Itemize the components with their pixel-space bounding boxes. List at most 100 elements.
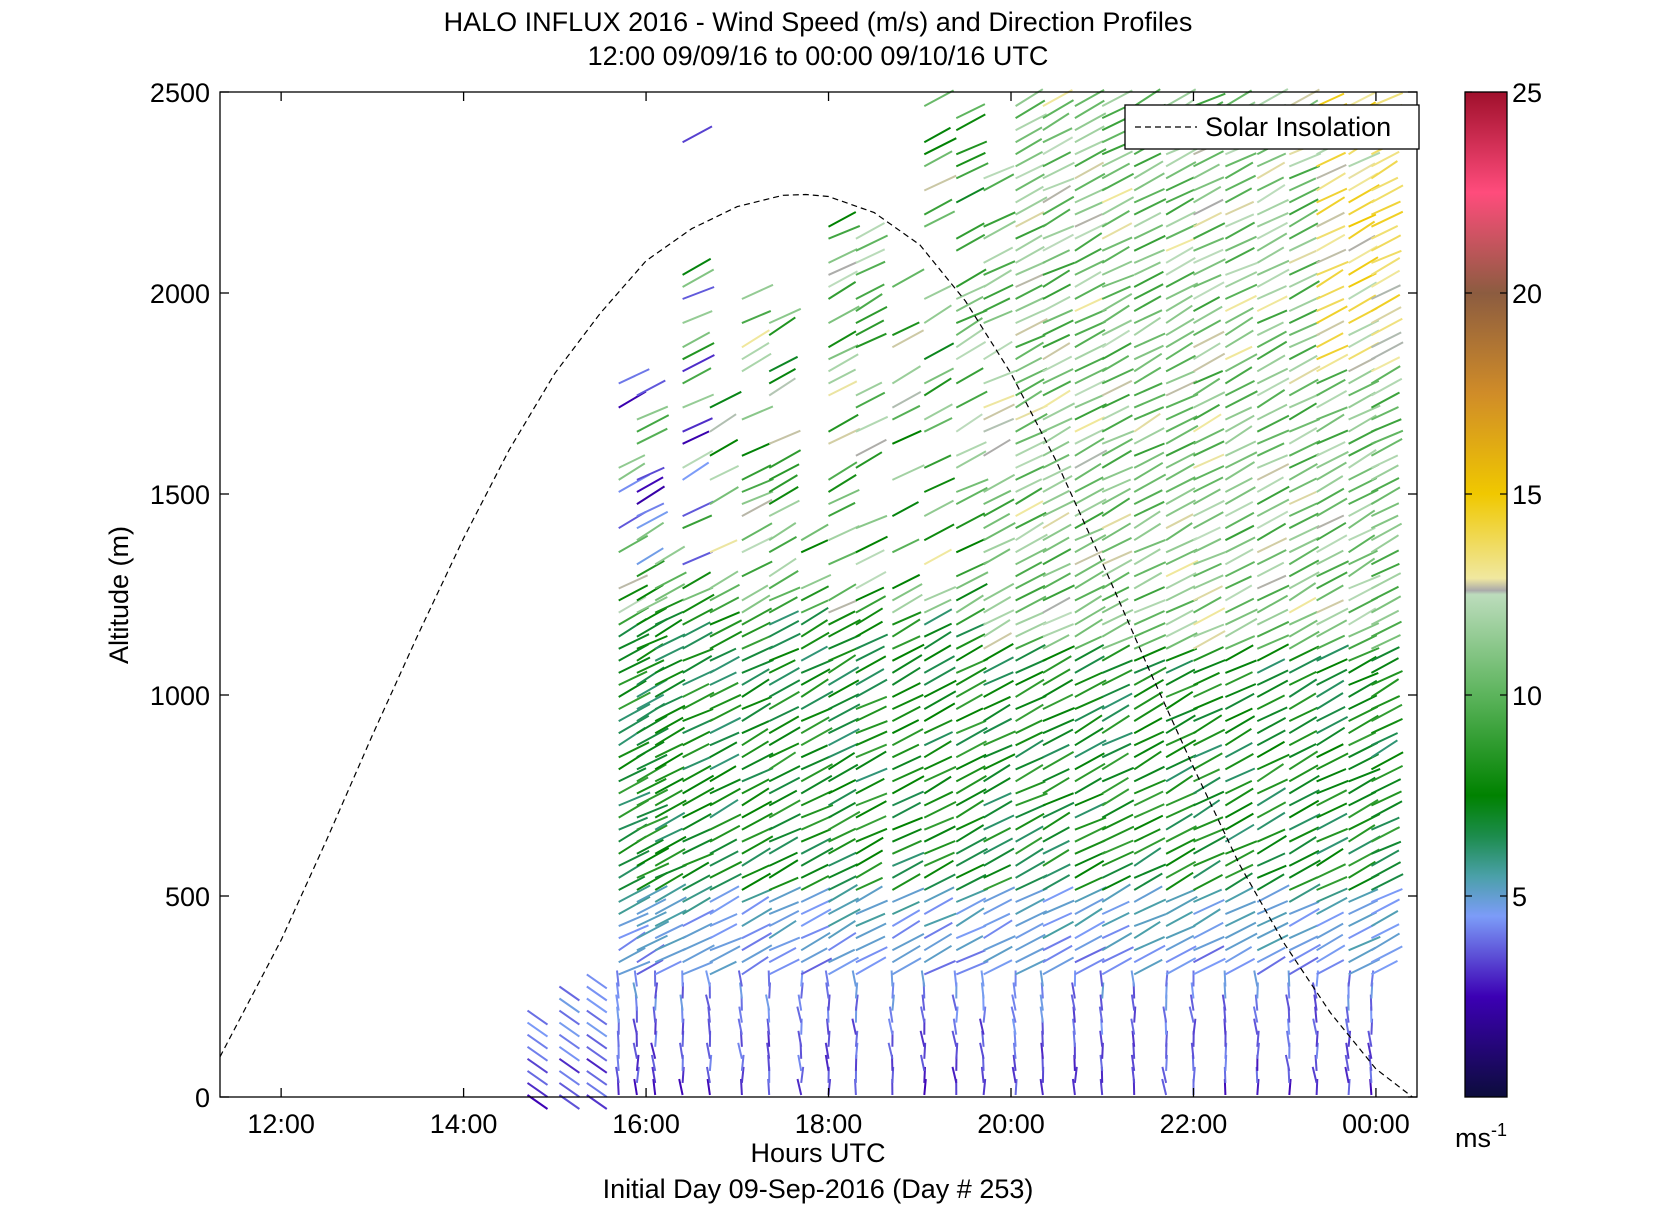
wind-barb — [1288, 559, 1320, 578]
wind-barb — [951, 1066, 958, 1084]
wind-barb — [1042, 743, 1070, 759]
wind-barb — [768, 910, 800, 927]
wind-barb — [636, 898, 667, 915]
wind-barb — [1015, 572, 1046, 590]
wind-barb — [1256, 740, 1285, 759]
wind-barb — [709, 619, 743, 638]
wind-barb — [682, 125, 713, 144]
wind-barb — [1042, 920, 1074, 940]
wind-barb — [1101, 900, 1130, 916]
wind-barb — [892, 851, 925, 867]
wind-barb — [1256, 955, 1286, 976]
wind-barb — [828, 211, 857, 228]
wind-barb — [737, 1042, 743, 1060]
wind-barb — [558, 1057, 580, 1074]
wind-barb — [827, 931, 857, 952]
wind-barb — [1288, 935, 1319, 952]
wind-barb — [1370, 739, 1398, 759]
wind-barb — [1348, 294, 1377, 312]
wind-barb — [1224, 174, 1257, 192]
wind-barb — [1101, 497, 1131, 517]
wind-barb — [1224, 946, 1253, 964]
wind-barb — [618, 454, 646, 469]
wind-barb — [1133, 234, 1166, 252]
wind-barb — [768, 859, 799, 879]
wind-barb — [923, 790, 954, 807]
wind-barb — [1015, 958, 1047, 976]
wind-barb — [709, 413, 737, 433]
wind-barb — [1165, 871, 1194, 891]
wind-barb — [1316, 802, 1348, 819]
wind-barb — [1256, 221, 1288, 240]
wind-barb — [1014, 1078, 1018, 1096]
wind-barb — [1316, 390, 1348, 409]
wind-barb — [1224, 575, 1252, 590]
wind-barb — [828, 618, 861, 638]
wind-barb — [1193, 888, 1223, 903]
wind-barb — [1288, 536, 1320, 554]
wind-barb — [891, 666, 921, 686]
wind-barb — [1370, 932, 1401, 952]
wind-barb — [1015, 126, 1043, 144]
wind-barb — [1256, 429, 1290, 445]
wind-barb — [1165, 668, 1196, 686]
wind-barb — [1015, 584, 1046, 602]
wind-barb — [983, 369, 1016, 385]
wind-barb — [1074, 511, 1104, 530]
wind-barb — [768, 919, 797, 940]
wind-barb — [1101, 379, 1133, 397]
wind-barb — [636, 607, 667, 626]
wind-barb — [741, 584, 769, 602]
wind-barb — [1370, 898, 1400, 915]
wind-barb — [1042, 308, 1074, 325]
wind-barb — [766, 1042, 771, 1059]
wind-barb — [1074, 462, 1102, 481]
wind-barb — [855, 655, 887, 674]
wind-barb — [1315, 1030, 1319, 1047]
wind-barb — [654, 716, 684, 735]
wind-barb — [1133, 489, 1163, 505]
wind-barb — [1256, 706, 1288, 723]
wind-barb — [980, 1066, 985, 1084]
wind-barb — [828, 646, 861, 662]
wind-barb — [1015, 211, 1045, 228]
wind-barb — [923, 137, 957, 156]
wind-barb — [1316, 305, 1348, 324]
wind-barb — [1039, 1006, 1044, 1023]
wind-barb — [709, 655, 740, 674]
wind-barb — [1370, 861, 1402, 879]
wind-barb — [1074, 777, 1102, 795]
wind-barb — [586, 1033, 608, 1050]
wind-barb — [1101, 550, 1133, 566]
wind-barb — [741, 607, 773, 626]
wind-barb — [923, 912, 957, 928]
wind-barb — [1316, 619, 1348, 638]
wind-barb — [1074, 416, 1106, 433]
wind-barb — [741, 740, 770, 759]
wind-barb — [982, 1078, 987, 1096]
wind-barb — [1015, 874, 1048, 891]
wind-barb — [1224, 461, 1256, 481]
wind-barb — [1133, 666, 1167, 686]
wind-barb — [1348, 923, 1376, 940]
wind-barb — [1288, 272, 1318, 288]
wind-barb — [800, 755, 831, 771]
wind-barb — [855, 720, 888, 735]
wind-barb — [618, 884, 651, 903]
wind-barb — [636, 559, 665, 578]
wind-barb — [983, 643, 1014, 662]
wind-barb — [891, 365, 922, 385]
wind-barb — [705, 970, 711, 987]
wind-barb — [955, 824, 985, 843]
wind-barb — [983, 876, 1013, 891]
wind-barb — [768, 610, 800, 626]
wind-barb — [654, 896, 687, 915]
wind-barb — [741, 560, 773, 578]
wind-barb — [1288, 259, 1321, 276]
wind-barb — [1165, 838, 1196, 855]
wind-barb — [1288, 655, 1322, 674]
wind-barb — [654, 909, 687, 927]
wind-barb — [1316, 92, 1345, 108]
wind-barb — [1101, 683, 1131, 698]
wind-barb — [1099, 1078, 1104, 1096]
